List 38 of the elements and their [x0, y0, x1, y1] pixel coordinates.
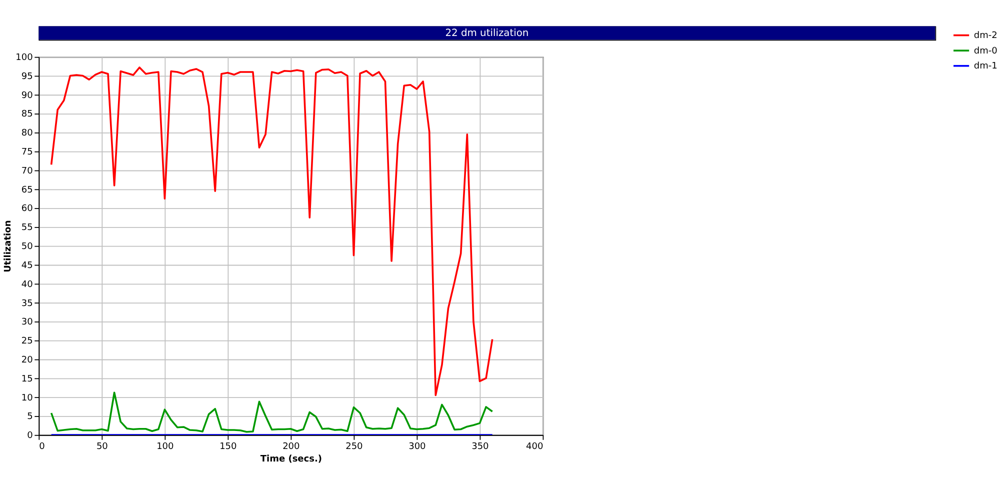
x-tick-label: 50	[96, 442, 108, 452]
y-tick-label: 60	[21, 204, 34, 214]
x-tick-label: 100	[156, 442, 174, 452]
y-tick-label: 50	[21, 242, 34, 252]
y-tick-label: 65	[21, 185, 33, 196]
y-tick-label: 15	[21, 374, 33, 384]
y-tick-label: 25	[21, 336, 33, 347]
x-tick-label: 400	[526, 442, 544, 452]
x-tick-label: 250	[346, 442, 364, 452]
y-tick-label: 100	[16, 53, 34, 64]
legend-label: dm-0	[974, 46, 998, 56]
line-series	[50, 392, 494, 433]
line-series	[50, 66, 494, 396]
x-tick-label: 350	[472, 442, 490, 452]
y-tick-label: 95	[21, 72, 33, 82]
x-tick-label: 200	[282, 442, 300, 452]
y-tick-label: 0	[27, 431, 34, 442]
y-tick-label: 5	[27, 412, 33, 422]
x-tick-label: 150	[220, 442, 238, 452]
y-tick-label: 35	[21, 298, 33, 309]
x-tick-label: 300	[408, 442, 426, 452]
y-tick-label: 30	[21, 318, 34, 328]
y-tick-label: 40	[21, 280, 34, 290]
x-axis-title: Time (secs.)	[260, 454, 322, 464]
y-axis-title: Utilization	[3, 220, 14, 272]
y-tick-label: 10	[21, 393, 34, 404]
y-tick-label: 80	[21, 128, 34, 139]
y-tick-label: 90	[21, 90, 34, 101]
y-tick-label: 85	[21, 110, 33, 120]
y-tick-label: 70	[21, 166, 34, 176]
y-tick-label: 20	[21, 355, 34, 366]
chart-title: 22 dm utilization	[445, 28, 529, 40]
legend-label: dm-2	[974, 30, 998, 41]
y-tick-label: 75	[21, 148, 33, 158]
y-tick-label: 55	[21, 223, 33, 234]
y-tick-label: 45	[21, 260, 33, 271]
x-tick-label: 0	[39, 442, 46, 452]
legend-label: dm-1	[974, 62, 998, 72]
